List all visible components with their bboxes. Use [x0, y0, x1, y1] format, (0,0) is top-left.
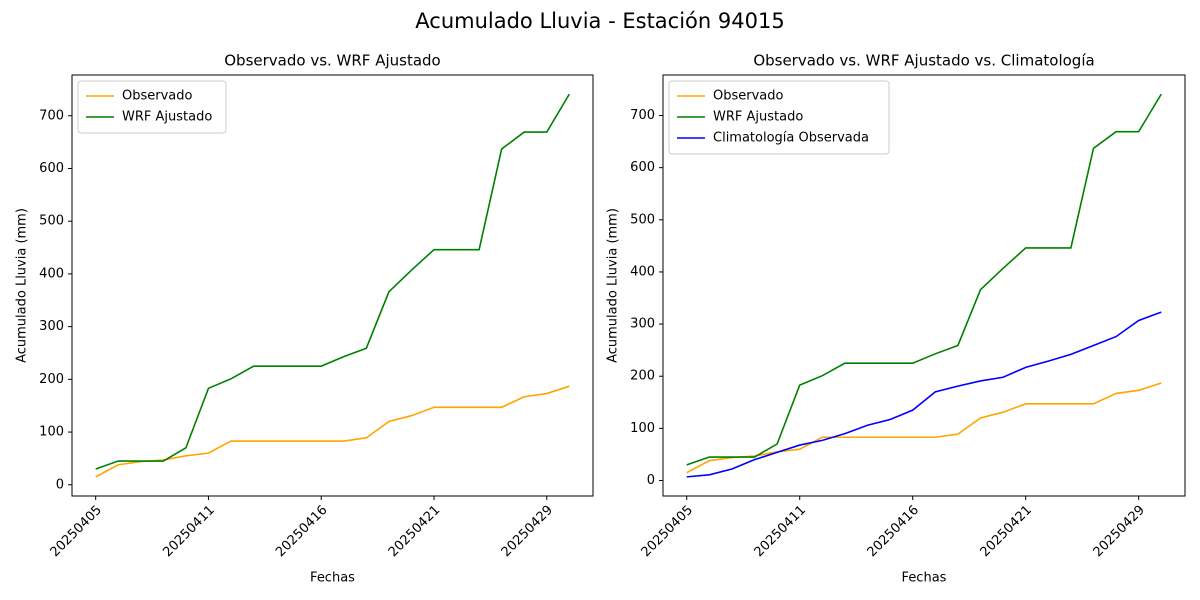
x-axis-label: Fechas: [902, 571, 947, 586]
y-tick-label: 500: [39, 214, 64, 229]
x-axis-label: Fechas: [310, 571, 355, 586]
legend-label: WRF Ajustado: [713, 110, 803, 125]
y-tick-label: 100: [630, 421, 655, 436]
y-tick-label: 700: [630, 108, 655, 123]
y-tick-label: 600: [39, 161, 64, 176]
y-tick-label: 400: [630, 264, 655, 279]
legend-label: Observado: [122, 89, 193, 104]
legend-label: Observado: [713, 89, 784, 104]
legend-label: Climatología Observada: [713, 131, 869, 146]
y-tick-label: 0: [56, 477, 64, 492]
axes-frame: [662, 74, 1186, 497]
series-line: [95, 385, 570, 478]
y-tick-label: 100: [39, 425, 64, 440]
y-tick-label: 700: [39, 108, 64, 123]
y-tick-label: 200: [39, 372, 64, 387]
y-tick-label: 300: [630, 317, 655, 332]
axes-title: Observado vs. WRF Ajustado vs. Climatolo…: [753, 52, 1094, 70]
series-line: [686, 311, 1162, 478]
legend-box: [77, 80, 227, 134]
y-tick-label: 500: [630, 212, 655, 227]
axes-title: Observado vs. WRF Ajustado: [224, 52, 440, 70]
series-line: [95, 93, 571, 470]
axes-frame: [71, 74, 594, 497]
y-tick-label: 600: [630, 160, 655, 175]
y-tick-label: 300: [39, 319, 64, 334]
series-line: [686, 93, 1162, 466]
legend-label: WRF Ajustado: [122, 110, 212, 125]
legend-box: [668, 80, 890, 155]
y-tick-label: 400: [39, 266, 64, 281]
y-tick-label: 200: [630, 369, 655, 384]
series-line: [686, 382, 1162, 474]
y-axis-label: Acumulado Lluvia (mm): [15, 208, 30, 363]
y-tick-label: 0: [647, 473, 655, 488]
y-axis-label: Acumulado Lluvia (mm): [606, 208, 621, 363]
figure-title: Acumulado Lluvia - Estación 94015: [415, 9, 784, 33]
